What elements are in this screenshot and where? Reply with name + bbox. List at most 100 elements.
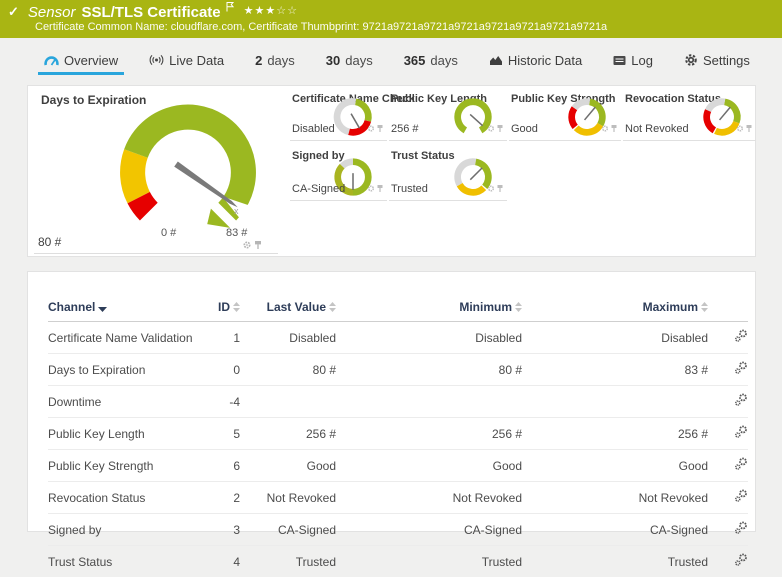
- gauge-title: Trust Status: [391, 150, 455, 162]
- priority-stars[interactable]: ★★★☆☆: [244, 4, 298, 17]
- days-to-expiration-gauge[interactable]: Days to Expiration 0 # 83 # x 80 #: [28, 86, 284, 258]
- gear-icon: [684, 53, 698, 67]
- table-header-row: Channel ID Last Value Minimum Maximum: [48, 294, 748, 322]
- channel-maximum: 256 #: [522, 418, 708, 450]
- sort-both-icon: [233, 301, 240, 315]
- channel-maximum: 83 #: [522, 354, 708, 386]
- tab-number: 2: [255, 53, 262, 68]
- channel-name: Public Key Strength: [48, 450, 208, 482]
- pin-icon: [612, 125, 617, 128]
- channel-name: Days to Expiration: [48, 354, 208, 386]
- channel-settings-icon[interactable]: [708, 546, 748, 577]
- gauge-actions[interactable]: [601, 120, 619, 138]
- gauge-icon: [44, 54, 59, 67]
- column-header-minimum[interactable]: Minimum: [336, 294, 522, 322]
- tab-settings[interactable]: Settings: [678, 46, 756, 75]
- certificate-name-check-gauge-panel[interactable]: Certificate Name Check Disabled: [290, 91, 387, 141]
- sort-both-icon: [329, 301, 336, 315]
- gauge-arc: [88, 94, 288, 232]
- tab-historic-data[interactable]: Historic Data: [483, 46, 588, 75]
- channel-last-value: CA-Signed: [240, 514, 336, 546]
- channel-settings-icon[interactable]: [708, 450, 748, 482]
- pin-icon: [747, 125, 752, 128]
- channel-settings-icon[interactable]: [708, 386, 748, 418]
- column-header-maximum[interactable]: Maximum: [522, 294, 708, 322]
- channel-settings-icon[interactable]: [708, 322, 748, 354]
- sort-both-icon: [515, 301, 522, 315]
- certificate-subtitle: Certificate Common Name: cloudflare.com,…: [35, 21, 782, 33]
- sensor-header: ✓ Sensor SSL/TLS Certificate ★★★☆☆ Certi…: [0, 0, 782, 38]
- table-row[interactable]: Certificate Name Validation 1 Disabled D…: [48, 322, 748, 354]
- table-row[interactable]: Public Key Strength 6 Good Good Good: [48, 450, 748, 482]
- channel-name: Public Key Length: [48, 418, 208, 450]
- public-key-strength-gauge-panel[interactable]: Public Key Strength Good: [509, 91, 621, 141]
- tab-overview[interactable]: Overview: [38, 46, 124, 75]
- pin-icon: [255, 241, 261, 244]
- channel-id: 5: [208, 418, 240, 450]
- channel-id: 2: [208, 482, 240, 514]
- table-row[interactable]: Public Key Length 5 256 # 256 # 256 #: [48, 418, 748, 450]
- channel-id: 6: [208, 450, 240, 482]
- table-row[interactable]: Signed by 3 CA-Signed CA-Signed CA-Signe…: [48, 514, 748, 546]
- tab-label: days: [430, 53, 457, 68]
- channel-maximum: Disabled: [522, 322, 708, 354]
- channel-minimum: 256 #: [336, 418, 522, 450]
- channel-name: Downtime: [48, 386, 208, 418]
- column-header-id[interactable]: ID: [208, 294, 240, 322]
- pin-icon: [498, 185, 503, 188]
- table-row[interactable]: Revocation Status 2 Not Revoked Not Revo…: [48, 482, 748, 514]
- tab-label: Settings: [703, 53, 750, 68]
- gauge-average-marker: x: [234, 206, 239, 216]
- tab-bar: Overview Live Data 2 days 30 days 365 da…: [0, 38, 782, 82]
- gauge-actions[interactable]: [736, 120, 754, 138]
- trust-status-gauge-panel[interactable]: Trust Status Trusted: [389, 148, 507, 201]
- table-row[interactable]: Downtime -4: [48, 386, 748, 418]
- log-icon: [613, 55, 626, 66]
- tab-log[interactable]: Log: [607, 46, 659, 75]
- tab-number: 365: [404, 53, 426, 68]
- revocation-status-gauge-panel[interactable]: Revocation Status Not Revoked: [623, 91, 756, 141]
- public-key-length-gauge-panel[interactable]: Public Key Length 256 #: [389, 91, 507, 141]
- gauge-current-value: 80 #: [38, 235, 61, 249]
- gauge-value: Trusted: [391, 183, 428, 195]
- tab-2-days[interactable]: 2 days: [249, 46, 301, 75]
- gauge-value: 256 #: [391, 123, 419, 135]
- stars-empty: ☆☆: [276, 5, 298, 17]
- channel-minimum: Good: [336, 450, 522, 482]
- gauge-value: Not Revoked: [625, 123, 689, 135]
- tab-label: Overview: [64, 53, 118, 68]
- channel-name: Trust Status: [48, 546, 208, 577]
- gauge-actions[interactable]: [367, 120, 385, 138]
- channel-settings-icon[interactable]: [708, 482, 748, 514]
- tab-label: Live Data: [169, 53, 224, 68]
- tab-label: days: [345, 53, 372, 68]
- gauge-actions[interactable]: [487, 180, 505, 198]
- channel-minimum: 80 #: [336, 354, 522, 386]
- channel-settings-icon[interactable]: [708, 514, 748, 546]
- column-header-channel[interactable]: Channel: [48, 294, 208, 322]
- gauge-actions[interactable]: [367, 180, 385, 198]
- channel-maximum: Not Revoked: [522, 482, 708, 514]
- channel-settings-icon[interactable]: [708, 354, 748, 386]
- channel-minimum: Trusted: [336, 546, 522, 577]
- signed-by-gauge-panel[interactable]: Signed by CA-Signed: [290, 148, 387, 201]
- tab-365-days[interactable]: 365 days: [398, 46, 464, 75]
- tab-30-days[interactable]: 30 days: [320, 46, 379, 75]
- tab-live-data[interactable]: Live Data: [143, 46, 230, 75]
- sensor-kind-label: Sensor: [28, 4, 76, 21]
- sort-both-icon: [701, 301, 708, 315]
- gauge-actions[interactable]: [487, 120, 505, 138]
- channel-table: Channel ID Last Value Minimum Maximum Ce…: [48, 294, 748, 577]
- gauge-value: Good: [511, 123, 538, 135]
- flag-icon[interactable]: [226, 0, 234, 17]
- channel-maximum: Trusted: [522, 546, 708, 577]
- channel-maximum: Good: [522, 450, 708, 482]
- tab-label: Historic Data: [508, 53, 582, 68]
- table-row[interactable]: Trust Status 4 Trusted Trusted Trusted: [48, 546, 748, 577]
- table-row[interactable]: Days to Expiration 0 80 # 80 # 83 #: [48, 354, 748, 386]
- channel-minimum: [336, 386, 522, 418]
- channel-settings-icon[interactable]: [708, 418, 748, 450]
- column-header-last-value[interactable]: Last Value: [240, 294, 336, 322]
- channel-name: Revocation Status: [48, 482, 208, 514]
- status-check-icon: ✓: [8, 4, 19, 20]
